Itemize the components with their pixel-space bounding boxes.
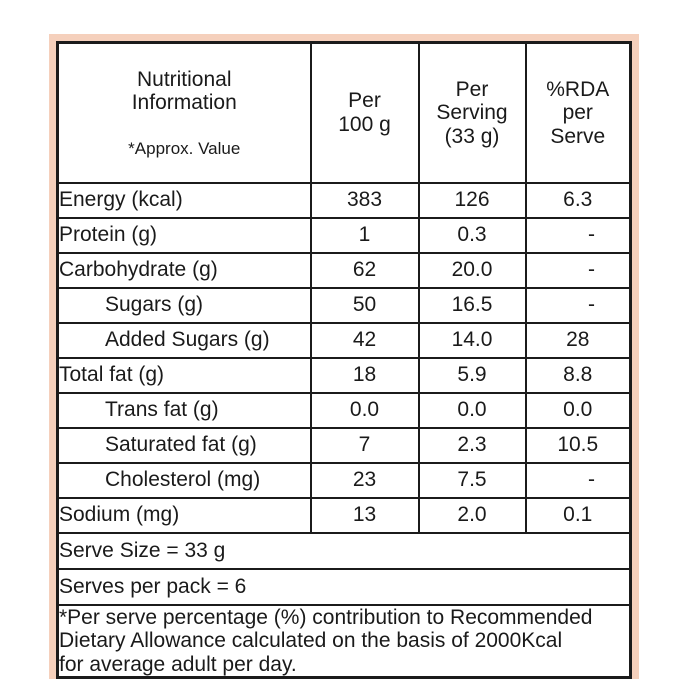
value-rda-per-serve: 0.1 xyxy=(524,496,632,534)
table-row-trans-fat: Trans fat (g) 0.0 0.0 0.0 xyxy=(56,391,632,429)
value-rda-per-serve: 8.8 xyxy=(524,356,632,394)
header-per-100g: Per 100 g xyxy=(309,41,420,184)
value-per-100g: 1 xyxy=(309,216,420,254)
value-per-100g: 50 xyxy=(309,286,420,324)
value-rda-per-serve: 10.5 xyxy=(524,426,632,464)
header-rda-per-serve: %RDA per Serve xyxy=(524,41,632,184)
value-rda-per-serve: 28 xyxy=(524,321,632,359)
header-row: Nutritional Information *Approx. Value P… xyxy=(56,41,632,184)
value-rda-per-serve: 6.3 xyxy=(524,181,632,219)
value-per-100g: 18 xyxy=(309,356,420,394)
table-row-sodium: Sodium (mg) 13 2.0 0.1 xyxy=(56,496,632,534)
nutrient-label: Sodium (mg) xyxy=(56,496,312,534)
value-per-serving: 0.0 xyxy=(417,391,527,429)
value-per-100g: 13 xyxy=(309,496,420,534)
table-row-saturated-fat: Saturated fat (g) 7 2.3 10.5 xyxy=(56,426,632,464)
nutrient-label: Added Sugars (g) xyxy=(56,321,312,359)
serve-size-row: Serve Size = 33 g xyxy=(56,531,632,570)
nutrient-label: Protein (g) xyxy=(56,216,312,254)
nutrient-label: Saturated fat (g) xyxy=(56,426,312,464)
serves-per-pack-row: Serves per pack = 6 xyxy=(56,567,632,606)
value-per-serving: 126 xyxy=(417,181,527,219)
nutrient-label: Trans fat (g) xyxy=(56,391,312,429)
value-per-serving: 14.0 xyxy=(417,321,527,359)
value-per-100g: 62 xyxy=(309,251,420,289)
value-rda-per-serve: - xyxy=(524,461,632,499)
value-per-serving: 16.5 xyxy=(417,286,527,324)
value-rda-per-serve: - xyxy=(524,216,632,254)
value-per-100g: 383 xyxy=(309,181,420,219)
value-per-serving: 2.0 xyxy=(417,496,527,534)
header-approx-value-note: *Approx. Value xyxy=(128,139,241,159)
value-per-serving: 20.0 xyxy=(417,251,527,289)
nutrient-label: Energy (kcal) xyxy=(56,181,312,219)
nutrient-label: Cholesterol (mg) xyxy=(56,461,312,499)
nutrition-table-frame: Nutritional Information *Approx. Value P… xyxy=(49,34,639,679)
table-row-carbohydrate: Carbohydrate (g) 62 20.0 - xyxy=(56,251,632,289)
table-row-cholesterol: Cholesterol (mg) 23 7.5 - xyxy=(56,461,632,499)
value-rda-per-serve: - xyxy=(524,286,632,324)
header-nutritional-information-title: Nutritional Information xyxy=(131,67,237,115)
nutrition-table: Nutritional Information *Approx. Value P… xyxy=(56,41,632,679)
value-per-serving: 5.9 xyxy=(417,356,527,394)
footnote-row: *Per serve percentage (%) contribution t… xyxy=(56,603,632,679)
value-rda-per-serve: 0.0 xyxy=(524,391,632,429)
value-per-100g: 42 xyxy=(309,321,420,359)
nutrient-label: Total fat (g) xyxy=(56,356,312,394)
table-row-energy: Energy (kcal) 383 126 6.3 xyxy=(56,181,632,219)
table-row-protein: Protein (g) 1 0.3 - xyxy=(56,216,632,254)
table-row-added-sugars: Added Sugars (g) 42 14.0 28 xyxy=(56,321,632,359)
serves-per-pack-text: Serves per pack = 6 xyxy=(56,567,632,606)
value-per-serving: 7.5 xyxy=(417,461,527,499)
serve-size-text: Serve Size = 33 g xyxy=(56,531,632,570)
header-per-serving: Per Serving (33 g) xyxy=(417,41,527,184)
nutrient-label: Carbohydrate (g) xyxy=(56,251,312,289)
value-per-100g: 7 xyxy=(309,426,420,464)
nutrient-label: Sugars (g) xyxy=(56,286,312,324)
rda-footnote-text: *Per serve percentage (%) contribution t… xyxy=(56,603,632,679)
table-row-total-fat: Total fat (g) 18 5.9 8.8 xyxy=(56,356,632,394)
value-per-100g: 0.0 xyxy=(309,391,420,429)
value-rda-per-serve: - xyxy=(524,251,632,289)
value-per-serving: 0.3 xyxy=(417,216,527,254)
header-nutritional-information: Nutritional Information *Approx. Value xyxy=(56,41,312,184)
table-row-sugars: Sugars (g) 50 16.5 - xyxy=(56,286,632,324)
value-per-serving: 2.3 xyxy=(417,426,527,464)
value-per-100g: 23 xyxy=(309,461,420,499)
